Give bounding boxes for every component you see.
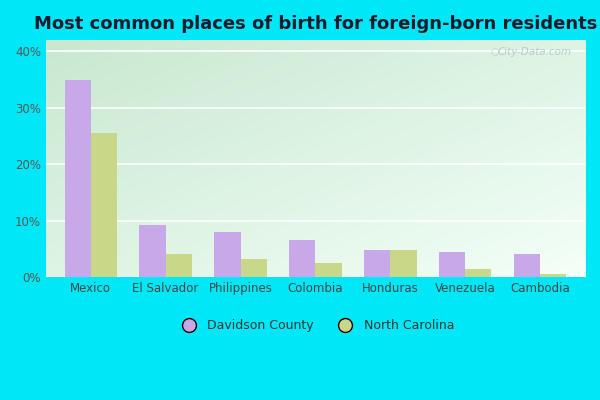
Title: Most common places of birth for foreign-born residents: Most common places of birth for foreign-… bbox=[34, 15, 597, 33]
Bar bbox=[465, 268, 491, 277]
Bar bbox=[316, 263, 341, 277]
Legend: Davidson County, North Carolina: Davidson County, North Carolina bbox=[171, 314, 460, 337]
Bar bbox=[214, 232, 241, 277]
Bar bbox=[364, 250, 391, 277]
Bar bbox=[91, 133, 117, 277]
Bar bbox=[139, 225, 166, 277]
Bar bbox=[514, 254, 540, 277]
Bar bbox=[391, 250, 416, 277]
Bar bbox=[166, 254, 192, 277]
Text: City-Data.com: City-Data.com bbox=[497, 47, 572, 57]
Bar bbox=[289, 240, 316, 277]
Bar bbox=[241, 259, 267, 277]
Bar bbox=[439, 252, 465, 277]
Bar bbox=[540, 274, 566, 277]
Bar bbox=[65, 80, 91, 277]
Text: ○: ○ bbox=[491, 47, 499, 57]
